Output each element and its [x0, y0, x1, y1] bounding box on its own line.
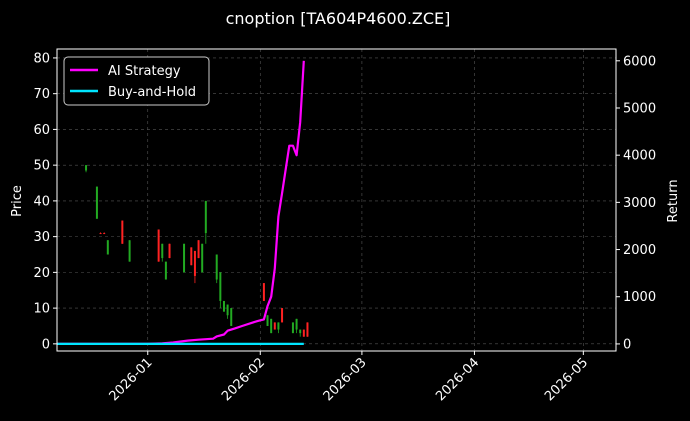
- legend: AI Strategy Buy-and-Hold: [63, 56, 210, 106]
- candle: [99, 232, 102, 235]
- y-left-tick-label: 20: [33, 266, 50, 281]
- candle: [277, 322, 280, 334]
- candle: [201, 243, 204, 273]
- candle-body: [226, 304, 229, 316]
- candle-body: [201, 243, 204, 273]
- candle-body: [266, 315, 269, 326]
- y-left-tick-label: 0: [42, 337, 50, 352]
- y-right-tick-label: 2000: [623, 243, 656, 258]
- y-left-tick-label: 40: [33, 194, 50, 209]
- candle-body: [193, 250, 196, 276]
- candle: [262, 283, 265, 301]
- candle: [183, 243, 186, 273]
- candle: [157, 229, 160, 262]
- candle-body: [291, 322, 294, 334]
- candle-body: [95, 186, 98, 219]
- y-right-tick-label: 1000: [623, 290, 656, 305]
- candle-body: [168, 243, 171, 259]
- candle-body: [270, 318, 273, 334]
- candle-body: [183, 243, 186, 273]
- y-left-tick-label: 80: [33, 51, 50, 66]
- candle: [128, 240, 131, 262]
- candle-body: [164, 261, 167, 280]
- candle: [219, 272, 222, 309]
- candle: [226, 304, 229, 319]
- candle-body: [106, 240, 109, 255]
- y-left-tick-label: 10: [33, 302, 50, 317]
- candle-body: [99, 233, 102, 235]
- y-left-tick-label: 30: [33, 230, 50, 245]
- candle: [281, 308, 284, 323]
- candle-body: [197, 240, 200, 259]
- candle-body: [219, 272, 222, 301]
- candle: [273, 322, 276, 330]
- candle-body: [161, 243, 164, 259]
- y-right-tick-label: 4000: [623, 149, 656, 164]
- candle: [295, 318, 298, 334]
- candle-body: [277, 322, 280, 330]
- candle-body: [230, 308, 233, 326]
- candle-body: [121, 220, 124, 244]
- candle: [161, 243, 164, 262]
- y-right-tick-label: 3000: [623, 196, 656, 211]
- candle: [270, 318, 273, 334]
- candle-body: [128, 240, 131, 262]
- candle: [291, 322, 294, 334]
- candle: [204, 200, 207, 244]
- candle-body: [204, 200, 207, 234]
- candle-body: [262, 283, 265, 301]
- candlesticks: [85, 165, 309, 337]
- candle-body: [302, 329, 305, 337]
- candle: [302, 329, 305, 337]
- series-lines: [57, 60, 305, 345]
- candle-body: [190, 247, 193, 266]
- y-right-axis-ticks: 0 1000 2000 3000 4000 5000 6000: [616, 54, 656, 352]
- candle: [85, 165, 88, 173]
- y-left-tick-label: 70: [33, 87, 50, 102]
- candle: [103, 232, 106, 235]
- candle: [190, 247, 193, 266]
- legend-label-ai-strategy: AI Strategy: [108, 64, 181, 79]
- candle: [95, 186, 98, 219]
- candle: [106, 240, 109, 255]
- candle: [197, 240, 200, 259]
- candle-body: [215, 254, 218, 280]
- y-right-axis-label: Return: [666, 179, 681, 222]
- candle: [121, 220, 124, 244]
- legend-box: [63, 56, 210, 106]
- candle: [266, 315, 269, 326]
- candle: [193, 250, 196, 284]
- candle: [306, 322, 309, 337]
- candle-body: [273, 322, 276, 330]
- candle-body: [222, 300, 225, 312]
- chart-title: cnoption [TA604P4600.ZCE]: [226, 9, 451, 28]
- y-left-tick-label: 50: [33, 159, 50, 174]
- candle-body: [306, 322, 309, 337]
- candle: [168, 243, 171, 259]
- y-left-tick-label: 60: [33, 123, 50, 138]
- plot-area-frame: [56, 48, 617, 352]
- y-left-axis-label: Price: [10, 185, 25, 217]
- candle: [299, 329, 302, 337]
- y-left-axis-ticks: 0 10 20 30 40 50 60 70 80: [33, 51, 57, 352]
- legend-label-buy-and-hold: Buy-and-Hold: [108, 85, 196, 100]
- series-line-ai-strategy: [57, 60, 305, 345]
- y-right-tick-label: 0: [623, 337, 631, 352]
- candle-body: [295, 318, 298, 330]
- candle-body: [103, 233, 106, 235]
- candle: [164, 261, 167, 280]
- y-right-tick-label: 6000: [623, 54, 656, 69]
- candle: [230, 308, 233, 326]
- candle-body: [157, 229, 160, 262]
- candle: [222, 300, 225, 312]
- candle-body: [299, 329, 302, 334]
- candle-body: [85, 165, 88, 171]
- candle: [215, 254, 218, 284]
- candle-body: [281, 308, 284, 323]
- y-right-tick-label: 5000: [623, 101, 656, 116]
